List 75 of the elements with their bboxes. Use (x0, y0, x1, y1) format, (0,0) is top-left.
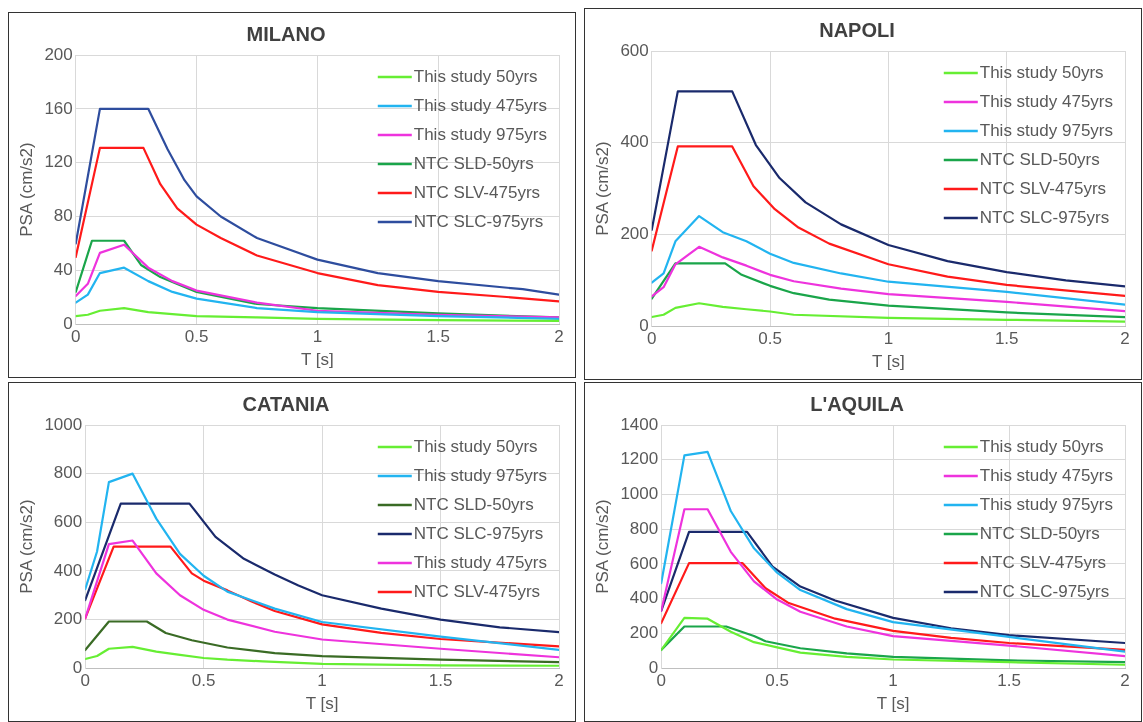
y-tick-label: 600 (53, 511, 83, 531)
legend-label: This study 475yrs (413, 95, 548, 115)
legend-label: NTC SLD-50yrs (413, 494, 534, 514)
x-tick-label: 0.5 (184, 327, 209, 347)
y-tick-label: 200 (44, 44, 73, 64)
y-axis-title: PSA (cm/s2) (592, 499, 612, 594)
y-tick-label: 0 (63, 313, 73, 333)
legend-label: NTC SLC-975yrs (413, 523, 544, 543)
y-tick-label: 600 (620, 40, 649, 60)
legend-label: NTC SLD-50yrs (979, 523, 1100, 543)
chart-title: CATANIA (242, 392, 330, 415)
y-tick-label: 80 (53, 206, 73, 226)
x-tick-label: 1 (888, 671, 898, 691)
legend-label: This study 475yrs (979, 91, 1114, 111)
x-tick-label: 0.5 (765, 671, 789, 691)
y-tick-label: 200 (620, 224, 649, 244)
legend-label: NTC SLD-50yrs (979, 149, 1100, 169)
y-axis-title: PSA (cm/s2) (592, 141, 612, 236)
x-axis-title: T [s] (876, 694, 910, 714)
legend-label: This study 975yrs (413, 124, 548, 144)
legend-label: This study 975yrs (413, 465, 548, 485)
legend-label: NTC SLV-475yrs (413, 581, 541, 601)
legend-label: NTC SLC-975yrs (979, 207, 1110, 227)
legend-label: NTC SLV-475yrs (979, 552, 1107, 572)
chart-title: MILANO (246, 22, 326, 45)
x-axis-title: T [s] (305, 694, 339, 714)
x-tick-label: 1 (317, 671, 327, 691)
y-tick-label: 200 (629, 623, 659, 643)
legend-label: NTC SLD-50yrs (413, 153, 534, 173)
y-tick-label: 400 (629, 588, 659, 608)
y-tick-label: 160 (44, 98, 73, 118)
y-tick-label: 800 (53, 463, 83, 483)
legend-label: This study 50yrs (979, 62, 1104, 82)
x-tick-label: 0.5 (191, 671, 216, 691)
y-tick-label: 40 (53, 260, 73, 280)
y-tick-label: 400 (620, 132, 649, 152)
x-axis-title: T [s] (872, 352, 905, 372)
y-axis-title: PSA (cm/s2) (16, 142, 36, 237)
y-tick-label: 1000 (44, 414, 83, 434)
x-tick-label: 2 (1120, 329, 1130, 349)
legend-label: This study 475yrs (413, 552, 548, 572)
x-tick-label: 0.5 (758, 329, 782, 349)
legend-label: NTC SLC-975yrs (979, 581, 1110, 601)
chart-title: NAPOLI (819, 18, 895, 41)
legend-label: NTC SLC-975yrs (413, 211, 544, 231)
x-tick-label: 1 (883, 329, 894, 349)
y-tick-label: 0 (648, 657, 659, 677)
x-tick-label: 2 (554, 671, 564, 691)
chart-title: L'AQUILA (810, 392, 904, 415)
x-tick-label: 2 (554, 327, 564, 347)
legend-label: This study 50yrs (979, 436, 1104, 456)
y-axis-title: PSA (cm/s2) (16, 499, 36, 594)
legend-label: This study 475yrs (979, 465, 1114, 485)
x-tick-label: 1.5 (997, 671, 1021, 691)
x-tick-label: 1.5 (426, 327, 451, 347)
legend-label: This study 50yrs (413, 66, 538, 86)
y-tick-label: 800 (629, 518, 659, 538)
y-tick-label: 400 (53, 560, 83, 580)
x-tick-label: 1 (312, 327, 323, 347)
legend-label: NTC SLV-475yrs (413, 182, 541, 202)
legend-label: This study 50yrs (413, 436, 538, 456)
x-tick-label: 1.5 (994, 329, 1019, 349)
y-tick-label: 120 (44, 152, 73, 172)
legend-label: This study 975yrs (979, 494, 1114, 514)
y-tick-label: 1000 (620, 484, 659, 504)
x-tick-label: 2 (1120, 671, 1130, 691)
y-tick-label: 1200 (620, 449, 659, 469)
y-tick-label: 600 (629, 553, 659, 573)
y-tick-label: 0 (72, 657, 83, 677)
x-axis-title: T [s] (301, 350, 334, 370)
x-tick-label: 1.5 (428, 671, 453, 691)
legend-label: NTC SLV-475yrs (979, 178, 1107, 198)
y-tick-label: 1400 (620, 414, 659, 434)
y-tick-label: 200 (53, 609, 83, 629)
legend-label: This study 975yrs (979, 120, 1114, 140)
